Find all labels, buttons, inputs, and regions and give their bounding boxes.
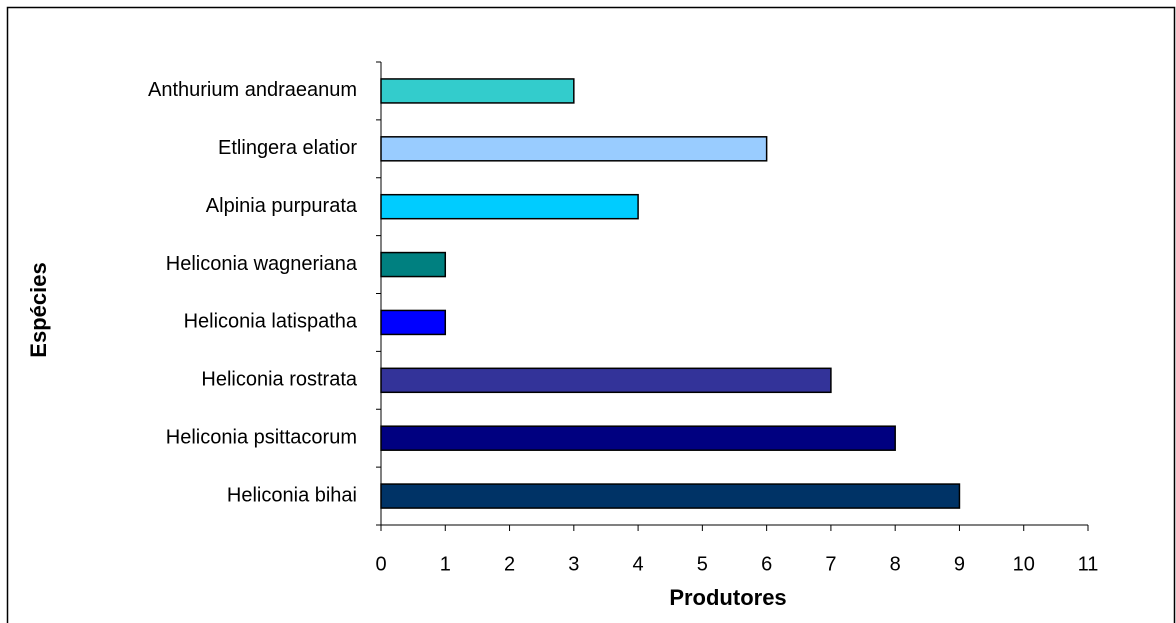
x-tick-label: 8 xyxy=(890,553,901,575)
y-tick-label: Etlingera elatior xyxy=(218,137,357,159)
x-tick-label: 4 xyxy=(633,553,644,575)
y-tick-label: Heliconia psittacorum xyxy=(166,426,357,448)
bar xyxy=(380,425,896,451)
x-tick-label: 7 xyxy=(825,553,836,575)
bar xyxy=(380,251,447,278)
x-tick-label: 11 xyxy=(1078,553,1099,575)
x-tick-label: 6 xyxy=(761,553,772,575)
y-axis-title: Espécies xyxy=(26,262,51,357)
bar xyxy=(380,483,961,509)
y-tick-label: Heliconia latispatha xyxy=(184,311,358,333)
x-tick-label: 1 xyxy=(440,553,451,575)
bar xyxy=(380,193,639,220)
x-tick-label: 9 xyxy=(954,553,965,575)
bar xyxy=(380,136,768,162)
y-tick-label: Heliconia bihai xyxy=(227,484,357,506)
x-axis-title: Produtores xyxy=(669,585,786,610)
x-tick-label: 3 xyxy=(568,553,579,575)
y-tick-label: Heliconia rostrata xyxy=(201,369,358,391)
chart-border xyxy=(6,6,1176,623)
bar xyxy=(380,367,832,394)
bar xyxy=(380,78,575,104)
y-tick-label: Heliconia wagneriana xyxy=(166,253,358,275)
x-tick-label: 0 xyxy=(375,553,386,575)
x-tick-label: 5 xyxy=(697,553,708,575)
x-tick-label: 2 xyxy=(504,553,515,575)
y-tick-label: Alpinia purpurata xyxy=(206,195,358,217)
x-tick-label: 10 xyxy=(1013,553,1035,575)
bar xyxy=(380,309,447,336)
y-tick-label: Anthurium andraeanum xyxy=(148,79,357,101)
